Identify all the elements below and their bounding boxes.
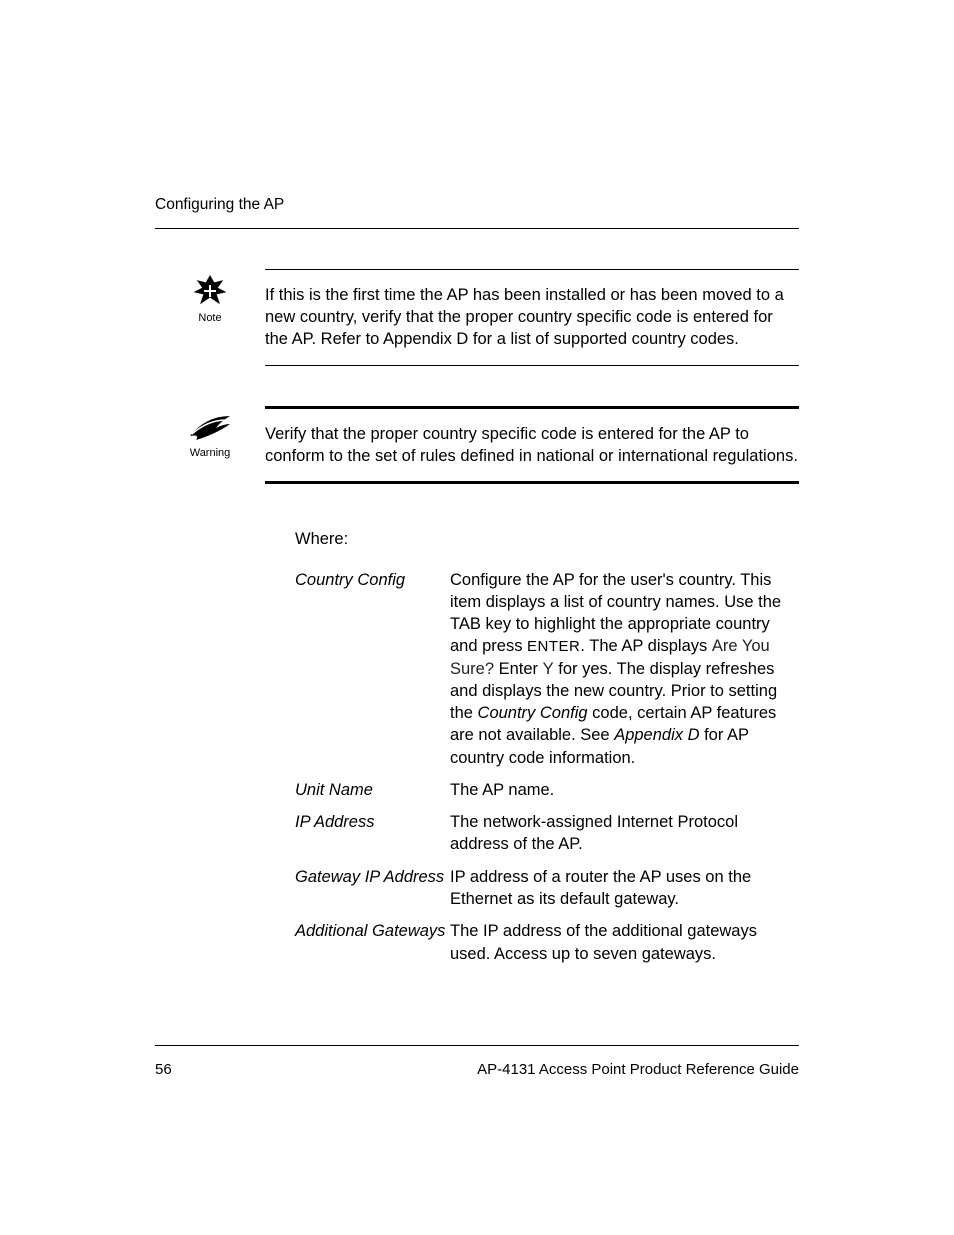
def-term: IP Address bbox=[295, 811, 450, 833]
running-head: Configuring the AP bbox=[155, 195, 799, 216]
cc-p3: Enter bbox=[494, 660, 543, 678]
warning-callout: Warning Verify that the proper country s… bbox=[155, 406, 799, 485]
def-desc: The IP address of the additional gateway… bbox=[450, 920, 799, 965]
header-rule bbox=[155, 228, 799, 229]
def-row-country-config: Country Config Configure the AP for the … bbox=[295, 569, 799, 769]
warning-icon-label: Warning bbox=[190, 446, 231, 461]
warning-rule-bottom bbox=[265, 481, 799, 484]
def-term: Unit Name bbox=[295, 779, 450, 801]
def-term: Gateway IP Address bbox=[295, 866, 450, 888]
cc-y: Y bbox=[543, 660, 554, 678]
note-text: If this is the first time the AP has bee… bbox=[265, 270, 799, 365]
footer-row: 56 AP-4131 Access Point Product Referenc… bbox=[155, 1060, 799, 1080]
doc-title: AP-4131 Access Point Product Reference G… bbox=[477, 1060, 799, 1080]
note-icon-col: Note bbox=[155, 269, 265, 326]
warning-text-col: Verify that the proper country specific … bbox=[265, 406, 799, 485]
def-desc: The network-assigned Internet Protocol a… bbox=[450, 811, 799, 856]
note-icon bbox=[189, 273, 231, 309]
def-row-unit-name: Unit Name The AP name. bbox=[295, 779, 799, 801]
warning-icon-col: Warning bbox=[155, 406, 265, 461]
warning-icon bbox=[186, 410, 234, 444]
cc-p2: . The AP displays bbox=[580, 637, 711, 655]
note-rule-bottom bbox=[265, 365, 799, 366]
def-row-addl-gateways: Additional Gateways The IP address of th… bbox=[295, 920, 799, 965]
cc-ital2: Appendix D bbox=[614, 726, 699, 744]
page: Configuring the AP Note If this is the f… bbox=[0, 0, 954, 1235]
footer-rule bbox=[155, 1045, 799, 1046]
def-row-gateway-ip: Gateway IP Address IP address of a route… bbox=[295, 866, 799, 911]
def-desc-country-config: Configure the AP for the user's country.… bbox=[450, 569, 799, 769]
def-desc: The AP name. bbox=[450, 779, 799, 801]
def-row-ip-address: IP Address The network-assigned Internet… bbox=[295, 811, 799, 856]
warning-text: Verify that the proper country specific … bbox=[265, 409, 799, 482]
page-footer: 56 AP-4131 Access Point Product Referenc… bbox=[155, 1045, 799, 1080]
cc-ital1: Country Config bbox=[478, 704, 588, 722]
note-icon-label: Note bbox=[198, 311, 221, 326]
where-label: Where: bbox=[295, 528, 799, 550]
cc-enter: ENTER bbox=[527, 638, 580, 655]
note-text-col: If this is the first time the AP has bee… bbox=[265, 269, 799, 366]
def-term: Additional Gateways bbox=[295, 920, 450, 942]
definitions-block: Where: Country Config Configure the AP f… bbox=[295, 528, 799, 965]
note-callout: Note If this is the first time the AP ha… bbox=[155, 269, 799, 366]
page-number: 56 bbox=[155, 1060, 172, 1080]
def-term: Country Config bbox=[295, 569, 450, 591]
def-desc: IP address of a router the AP uses on th… bbox=[450, 866, 799, 911]
